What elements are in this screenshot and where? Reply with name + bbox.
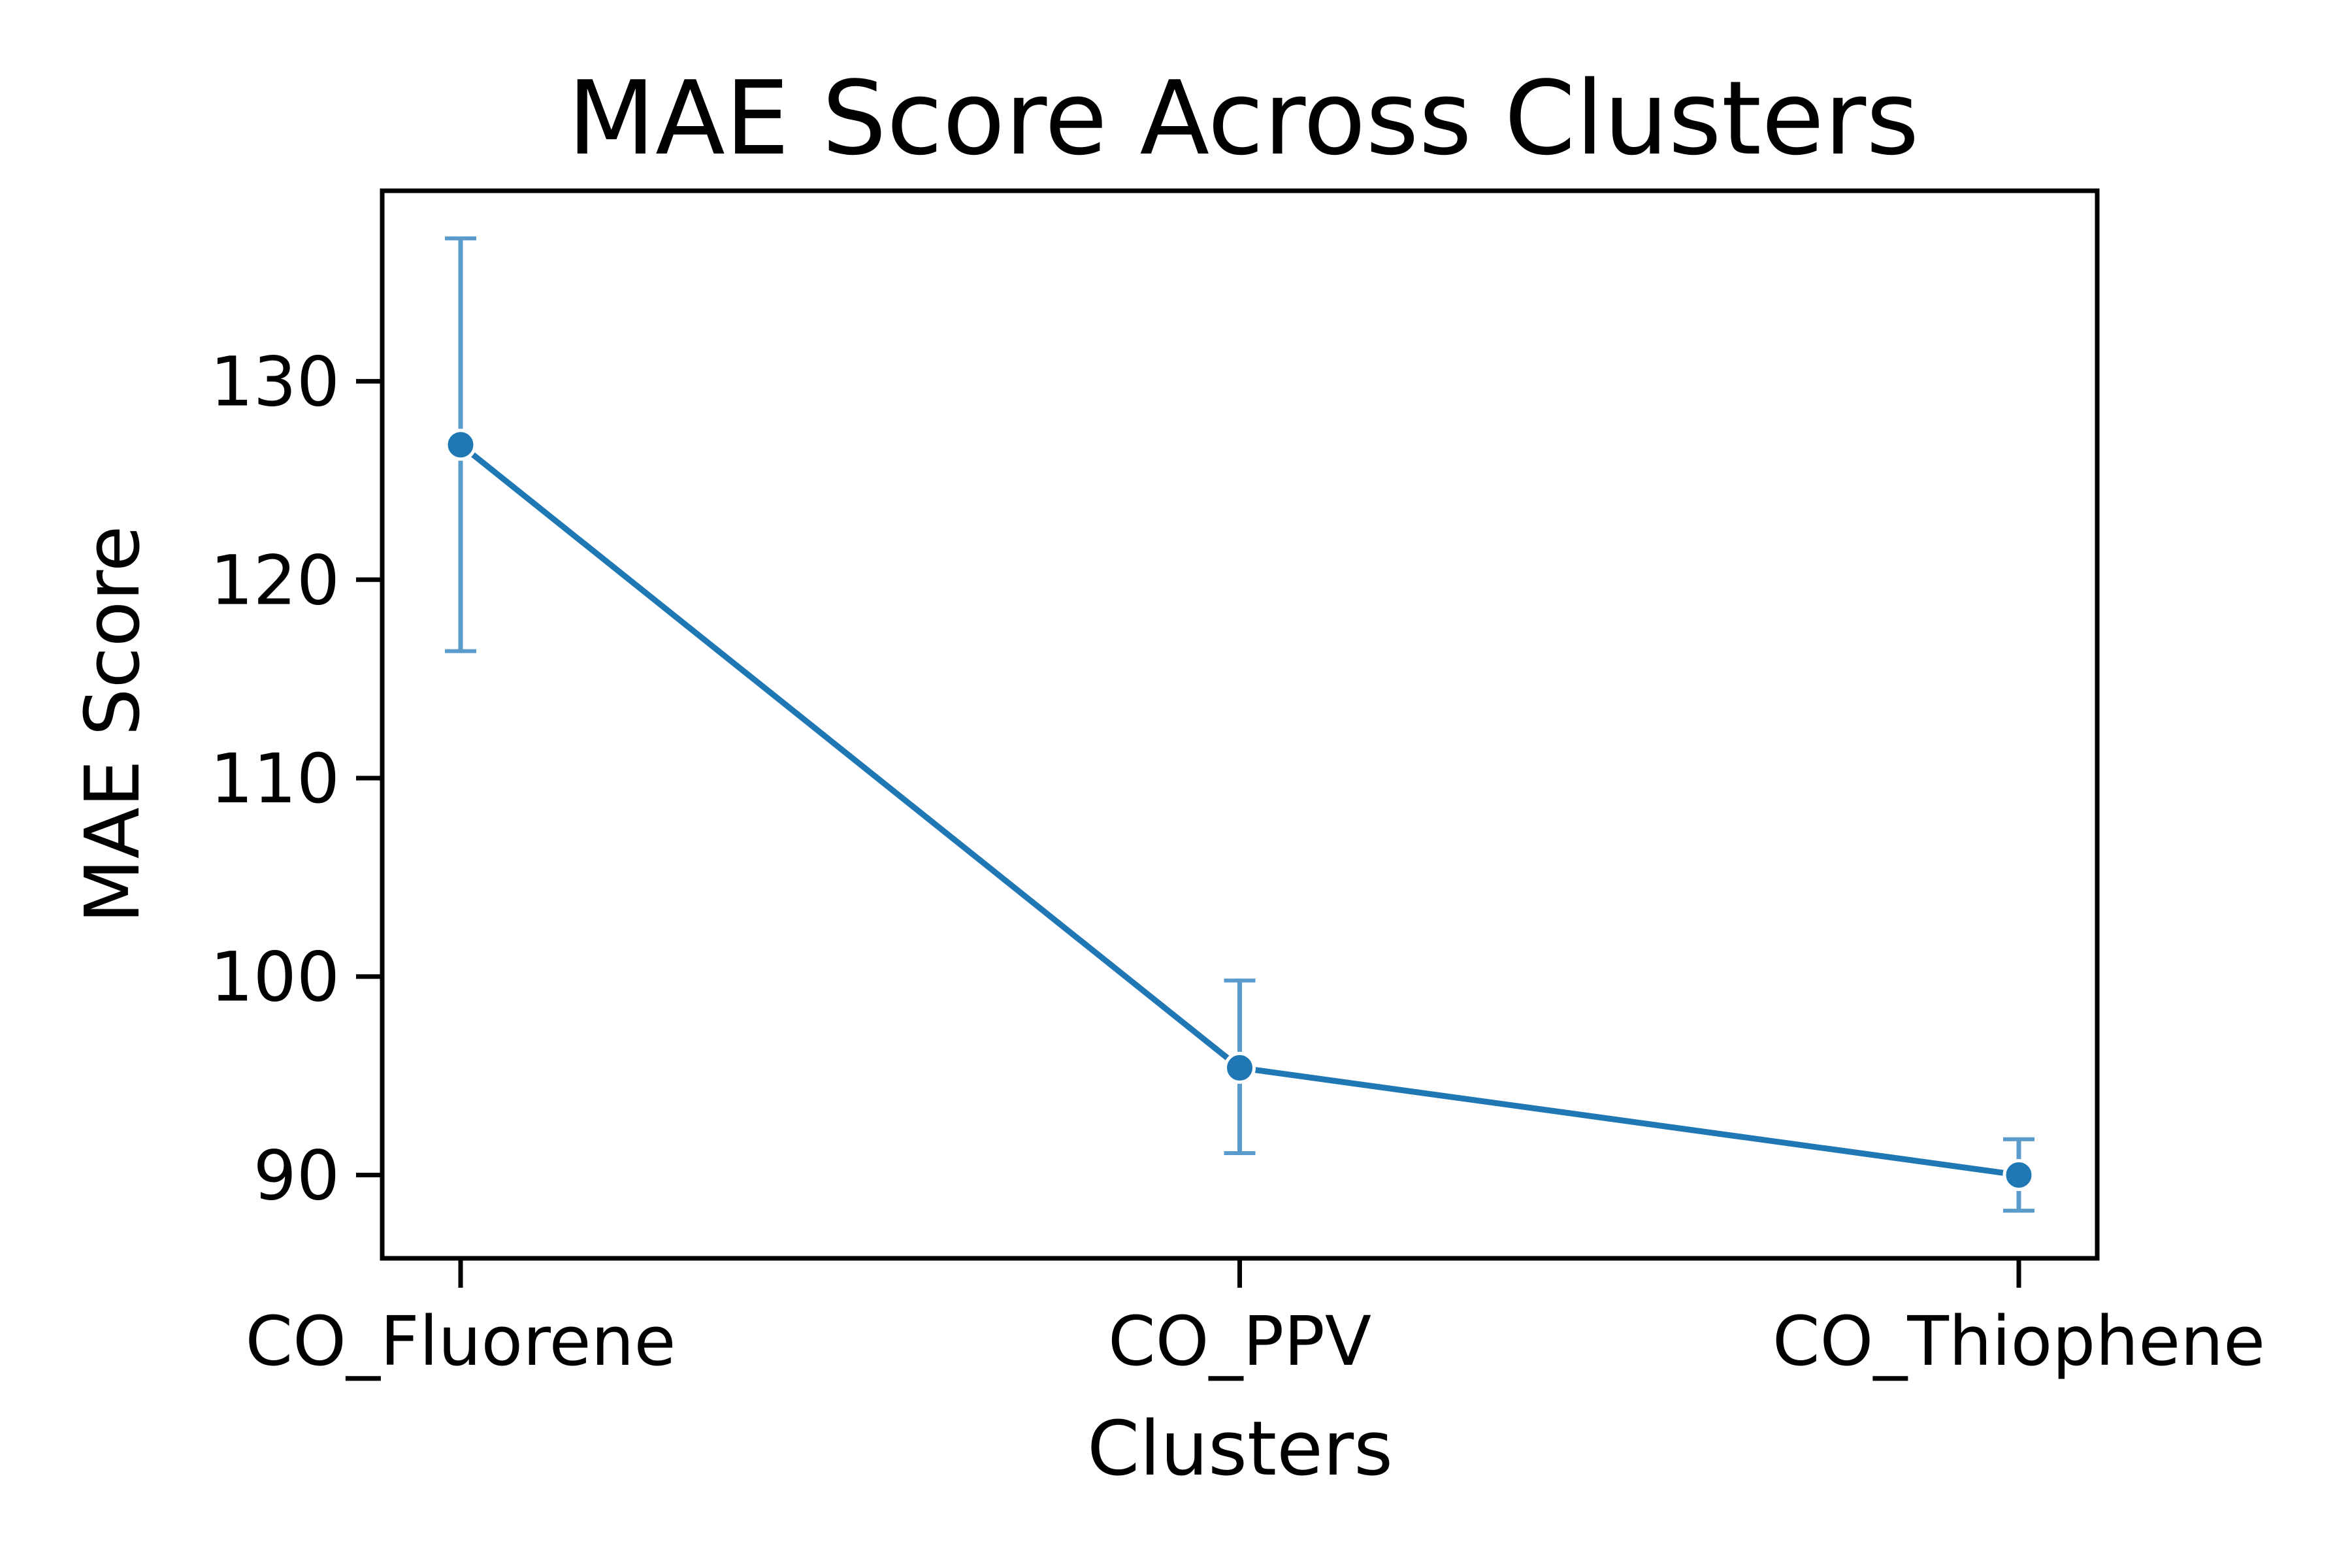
data-points [444, 429, 2035, 1191]
x-tick-label: CO_Fluorene [245, 1301, 676, 1381]
y-tick-label: 110 [210, 739, 340, 819]
x-tick-label: CO_Thiophene [1772, 1301, 2265, 1381]
x-axis-label: Clusters [1087, 1405, 1393, 1493]
y-tick-label: 100 [210, 938, 340, 1017]
x-tick-label: CO_PPV [1108, 1301, 1371, 1381]
y-tick-label: 120 [210, 540, 340, 620]
data-point [444, 429, 477, 461]
x-axis: CO_Fluorene CO_PPV CO_Thiophene [245, 1258, 2265, 1381]
y-axis: 90 100 110 120 130 [210, 342, 382, 1215]
plot-frame [380, 188, 2100, 1261]
data-point [1224, 1051, 1256, 1084]
data-point [2002, 1158, 2035, 1191]
y-axis-label: MAE Score [69, 525, 157, 923]
y-tick-label: 90 [253, 1135, 340, 1215]
y-tick-label: 130 [210, 342, 340, 422]
chart-title: MAE Score Across Clusters [568, 59, 1919, 178]
